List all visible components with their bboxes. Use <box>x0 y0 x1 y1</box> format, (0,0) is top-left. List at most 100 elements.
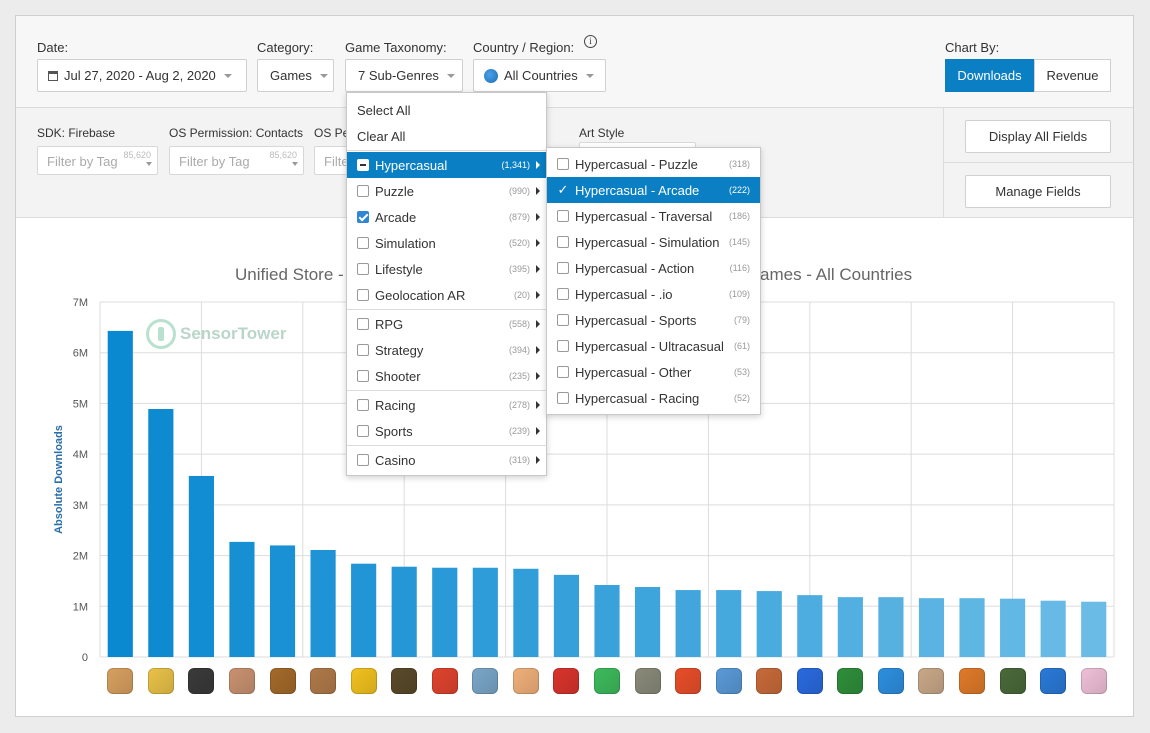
category-label: Category: <box>257 40 314 55</box>
app-icon[interactable] <box>350 668 377 694</box>
genre-option-simulation[interactable]: Simulation (520) <box>347 230 546 256</box>
manage-fields-button[interactable]: Manage Fields <box>965 175 1111 208</box>
app-icon[interactable] <box>391 668 418 694</box>
info-icon[interactable]: i <box>584 35 597 48</box>
subgenre-option-hypercasual-arcade[interactable]: ✓ Hypercasual - Arcade (222) <box>547 177 760 203</box>
subgenre-option-hypercasual-puzzle[interactable]: Hypercasual - Puzzle (318) <box>547 151 760 177</box>
app-icon[interactable] <box>472 668 499 694</box>
app-icon[interactable] <box>959 668 986 694</box>
app-icon[interactable] <box>918 668 945 694</box>
bar <box>229 541 255 657</box>
bar <box>634 587 661 657</box>
divider <box>944 162 1134 163</box>
subgenre-dropdown-menu: Hypercasual - Puzzle (318) ✓ Hypercasual - … <box>546 147 761 415</box>
app-icon[interactable] <box>269 668 296 694</box>
subgenre-option-hypercasual-io[interactable]: Hypercasual - .io (109) <box>547 281 760 307</box>
checkbox[interactable] <box>357 289 369 301</box>
app-icon[interactable] <box>715 668 742 694</box>
chevron-down-icon <box>146 162 152 166</box>
date-range-value: Jul 27, 2020 - Aug 2, 2020 <box>64 68 216 83</box>
sdk-filter-label: SDK: Firebase <box>37 126 116 140</box>
app-icon[interactable] <box>634 668 661 694</box>
y-tick-label: 0 <box>82 652 88 664</box>
checkbox[interactable] <box>357 454 369 466</box>
subgenre-option-hypercasual-simulation[interactable]: Hypercasual - Simulation (145) <box>547 229 760 255</box>
checkbox[interactable] <box>357 370 369 382</box>
display-all-fields-button[interactable]: Display All Fields <box>965 120 1111 153</box>
genre-option-count: (990) <box>508 186 530 196</box>
app-icon[interactable] <box>837 668 864 694</box>
select-all-option[interactable]: Select All <box>357 102 411 118</box>
app-icon[interactable] <box>796 668 823 694</box>
genre-option-casino[interactable]: Casino (319) <box>347 447 546 473</box>
app-icon[interactable] <box>512 668 539 694</box>
app-icon[interactable] <box>999 668 1026 694</box>
app-icon[interactable] <box>1080 668 1107 694</box>
main-panel: Date: Jul 27, 2020 - Aug 2, 2020 Categor… <box>15 15 1134 717</box>
taxonomy-dropdown[interactable]: 7 Sub-Genres <box>345 59 463 92</box>
permission-tag-filter[interactable]: Filter by Tag 85,620 <box>169 146 304 175</box>
genre-option-racing[interactable]: Racing (278) <box>347 392 546 418</box>
checkbox[interactable] <box>557 392 569 404</box>
subgenre-option-label: Hypercasual - .io <box>575 286 673 302</box>
checkbox[interactable] <box>357 344 369 356</box>
genre-option-arcade[interactable]: Arcade (879) <box>347 204 546 230</box>
app-icon[interactable] <box>228 668 255 694</box>
checkbox[interactable] <box>357 211 369 223</box>
genre-option-hypercasual[interactable]: Hypercasual (1,341) <box>347 152 546 178</box>
subgenre-option-hypercasual-sports[interactable]: Hypercasual - Sports (79) <box>547 307 760 333</box>
chevron-right-icon <box>536 372 540 380</box>
clear-all-option[interactable]: Clear All <box>357 128 406 144</box>
app-icon[interactable] <box>877 668 904 694</box>
checkbox[interactable] <box>357 399 369 411</box>
genre-option-strategy[interactable]: Strategy (394) <box>347 337 546 363</box>
subgenre-option-hypercasual-ultracasual[interactable]: Hypercasual - Ultracasual (61) <box>547 333 760 359</box>
app-icon[interactable] <box>756 668 783 694</box>
bar <box>188 475 214 657</box>
country-dropdown[interactable]: All Countries <box>473 59 606 92</box>
subgenre-option-label: Hypercasual - Simulation <box>575 234 720 250</box>
app-icon[interactable] <box>675 668 702 694</box>
checkbox[interactable] <box>357 425 369 437</box>
checkbox[interactable] <box>557 340 569 352</box>
checkbox[interactable] <box>557 158 569 170</box>
subgenre-option-hypercasual-other[interactable]: Hypercasual - Other (53) <box>547 359 760 385</box>
checkbox[interactable] <box>557 366 569 378</box>
genre-option-sports[interactable]: Sports (239) <box>347 418 546 444</box>
checkbox[interactable] <box>557 236 569 248</box>
app-icon[interactable] <box>1040 668 1067 694</box>
y-tick-label: 7M <box>73 297 88 309</box>
chart-by-downloads-button[interactable]: Downloads <box>945 59 1034 92</box>
genre-option-geolocation-ar[interactable]: Geolocation AR (20) <box>347 282 546 308</box>
genre-option-puzzle[interactable]: Puzzle (990) <box>347 178 546 204</box>
sdk-tag-filter[interactable]: Filter by Tag 85,620 <box>37 146 158 175</box>
checkbox[interactable] <box>357 263 369 275</box>
app-icon[interactable] <box>431 668 458 694</box>
subgenre-option-hypercasual-traversal[interactable]: Hypercasual - Traversal (186) <box>547 203 760 229</box>
app-icon[interactable] <box>107 668 134 694</box>
subgenre-option-hypercasual-action[interactable]: Hypercasual - Action (116) <box>547 255 760 281</box>
checkbox[interactable] <box>557 314 569 326</box>
category-dropdown[interactable]: Games <box>257 59 334 92</box>
checkbox[interactable] <box>557 288 569 300</box>
checkbox[interactable] <box>557 262 569 274</box>
genre-option-rpg[interactable]: RPG (558) <box>347 311 546 337</box>
app-icon[interactable] <box>594 668 620 694</box>
app-icon[interactable] <box>553 668 580 694</box>
subgenre-option-count: (52) <box>733 393 750 403</box>
subgenre-option-count: (145) <box>728 237 750 247</box>
checkbox[interactable] <box>357 185 369 197</box>
checkbox[interactable] <box>557 210 569 222</box>
checkbox[interactable] <box>357 237 369 249</box>
genre-option-count: (20) <box>513 290 530 300</box>
subgenre-option-hypercasual-racing[interactable]: Hypercasual - Racing (52) <box>547 385 760 411</box>
date-range-picker[interactable]: Jul 27, 2020 - Aug 2, 2020 <box>37 59 247 92</box>
checkbox[interactable] <box>357 318 369 330</box>
app-icon[interactable] <box>147 668 174 694</box>
checkbox[interactable] <box>357 159 369 171</box>
app-icon[interactable] <box>188 668 215 694</box>
chart-by-revenue-button[interactable]: Revenue <box>1034 59 1111 92</box>
genre-option-lifestyle[interactable]: Lifestyle (395) <box>347 256 546 282</box>
genre-option-shooter[interactable]: Shooter (235) <box>347 363 546 389</box>
app-icon[interactable] <box>310 668 337 694</box>
